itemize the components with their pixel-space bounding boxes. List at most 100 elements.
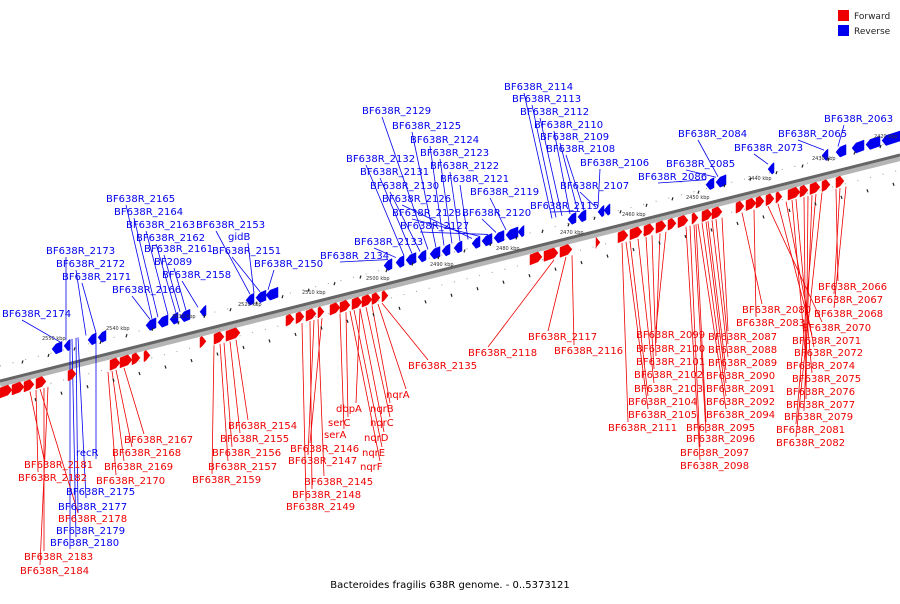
gene-arrow xyxy=(453,240,463,254)
track-tick xyxy=(255,301,258,305)
forward-connector xyxy=(803,195,813,412)
gene-arrow xyxy=(383,258,393,271)
forward-connector xyxy=(629,240,649,397)
track-tick xyxy=(450,293,453,297)
coordinate-label: 2520 kbp xyxy=(238,302,262,308)
reverse-connector xyxy=(247,242,255,294)
reverse-gene-label: BF638R_2124 xyxy=(410,135,479,146)
forward-connector xyxy=(741,212,763,305)
gene-arrow xyxy=(51,341,63,355)
forward-connector xyxy=(707,221,727,371)
reverse-connector xyxy=(837,124,845,147)
forward-connector xyxy=(715,219,729,345)
reverse-gene-label: BF638R_2163 xyxy=(126,220,195,231)
reverse-connector xyxy=(697,139,719,177)
track-tick xyxy=(268,339,271,343)
reverse-gene-label: BF638R_2129 xyxy=(362,106,431,117)
reverse-connector xyxy=(523,92,553,219)
reverse-connector xyxy=(559,142,579,212)
reverse-gene-label: BF638R_2130 xyxy=(370,181,439,192)
gene-arrow xyxy=(643,223,655,237)
reverse-gene-label: BF638R_2065 xyxy=(778,129,847,140)
gene-arrow xyxy=(603,203,611,216)
reverse-gene-label: BF638R_2121 xyxy=(440,174,509,185)
reverse-gene-label: BF638R_2133 xyxy=(354,237,423,248)
reverse-gene-label: BF638R_2125 xyxy=(392,121,461,132)
reverse-connector xyxy=(549,210,581,213)
forward-gene-label: BF638R_2178 xyxy=(58,514,127,525)
forward-connector xyxy=(39,386,49,566)
forward-gene-label: BF638R_2075 xyxy=(792,374,861,385)
forward-connector xyxy=(371,305,391,404)
gene-arrow xyxy=(361,294,373,308)
track-tick xyxy=(151,327,154,332)
forward-connector xyxy=(345,312,349,418)
forward-connector xyxy=(795,192,823,438)
forward-gene-label: BF638R_2147 xyxy=(288,456,357,467)
forward-gene-label: BF638R_2082 xyxy=(776,438,845,449)
reverse-gene-label: gidB xyxy=(228,232,250,243)
forward-gene-label: BF638R_2079 xyxy=(784,412,853,423)
forward-connector xyxy=(833,188,841,295)
reverse-gene-label: BF638R_2174 xyxy=(2,309,71,320)
coordinate-label: 2530 kbp xyxy=(172,314,196,320)
reverse-connector xyxy=(553,130,571,214)
forward-gene-label: BF638R_2071 xyxy=(792,336,861,347)
forward-connector xyxy=(349,311,381,462)
reverse-gene-label: BF638R_2131 xyxy=(360,167,429,178)
forward-connector xyxy=(301,323,307,502)
track-tick xyxy=(21,360,24,364)
reverse-connector xyxy=(339,259,389,263)
reverse-gene-label: BF638R_2110 xyxy=(534,120,603,131)
forward-connector xyxy=(803,197,807,387)
track-tick xyxy=(710,228,713,232)
gene-arrow xyxy=(667,217,677,231)
forward-gene-label: BF638R_2097 xyxy=(680,448,749,459)
gene-arrow xyxy=(711,206,723,220)
track-tick xyxy=(190,358,193,363)
coordinate-label: 2440 kbp xyxy=(748,176,772,182)
track-tick xyxy=(125,334,128,338)
track-tick xyxy=(879,144,882,149)
forward-connector xyxy=(39,388,79,514)
track-tick xyxy=(372,313,375,317)
forward-connector xyxy=(625,241,649,410)
track-tick xyxy=(294,332,297,337)
track-tick xyxy=(60,391,63,395)
gene-arrow xyxy=(835,144,847,158)
reverse-gene-label: BF638R_2158 xyxy=(162,270,231,281)
track-tick xyxy=(203,314,206,318)
gene-arrow xyxy=(405,252,417,266)
reverse-gene-label: BF638R_2153 xyxy=(196,220,265,231)
gene-arrow xyxy=(225,327,241,342)
reverse-gene-label: BF638R_2127 xyxy=(400,221,469,232)
reverse-gene-label: BF638R_2164 xyxy=(114,207,183,218)
coordinate-label: 2460 kbp xyxy=(622,212,646,218)
forward-gene-label: BF638R_2088 xyxy=(708,345,777,356)
track-tick xyxy=(853,151,856,155)
reverse-connector xyxy=(401,204,473,239)
genome-backbone-shadow xyxy=(0,155,900,387)
reverse-connector xyxy=(411,131,437,248)
forward-connector xyxy=(695,224,707,423)
track-tick xyxy=(801,164,804,168)
gene-arrow xyxy=(677,214,689,229)
track-tick xyxy=(866,189,869,193)
forward-gene-label: BF638R_2089 xyxy=(708,358,777,369)
forward-gene-label: BF638R_2090 xyxy=(706,371,775,382)
gene-arrow xyxy=(87,332,97,346)
gene-arrow xyxy=(131,352,141,366)
forward-gene-label: BF638R_2066 xyxy=(818,282,887,293)
reverse-connector xyxy=(131,295,151,320)
track-tick xyxy=(671,197,674,201)
gene-arrow xyxy=(835,175,845,189)
track-tick xyxy=(827,157,830,162)
forward-connector xyxy=(637,238,655,384)
reverse-connector xyxy=(373,247,397,258)
reverse-gene-label: BF638R_2107 xyxy=(560,181,629,192)
forward-gene-label: nqrE xyxy=(362,448,385,459)
track-tick xyxy=(385,268,388,273)
track-tick xyxy=(73,347,76,351)
forward-gene-label: nqrF xyxy=(360,462,383,473)
